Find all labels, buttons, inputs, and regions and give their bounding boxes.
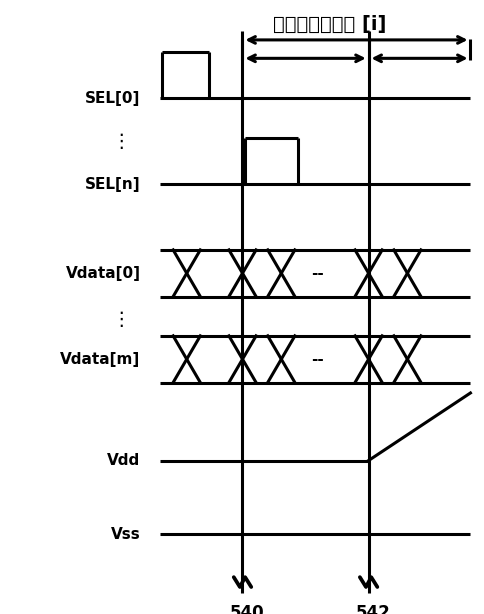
Text: Vss: Vss [111, 527, 140, 542]
Text: SEL[0]: SEL[0] [85, 91, 140, 106]
Text: Vdd: Vdd [107, 453, 140, 468]
Text: --: -- [311, 352, 323, 367]
Text: サブ・フレーム [i]: サブ・フレーム [i] [272, 15, 386, 34]
Text: SEL[n]: SEL[n] [85, 177, 140, 192]
Text: ⋮: ⋮ [111, 310, 131, 328]
Text: Vdata[m]: Vdata[m] [60, 352, 140, 367]
Text: 542: 542 [355, 604, 390, 614]
Text: ⋮: ⋮ [111, 132, 131, 150]
Text: Vdata[0]: Vdata[0] [65, 266, 140, 281]
Text: 540: 540 [229, 604, 264, 614]
Text: --: -- [311, 266, 323, 281]
